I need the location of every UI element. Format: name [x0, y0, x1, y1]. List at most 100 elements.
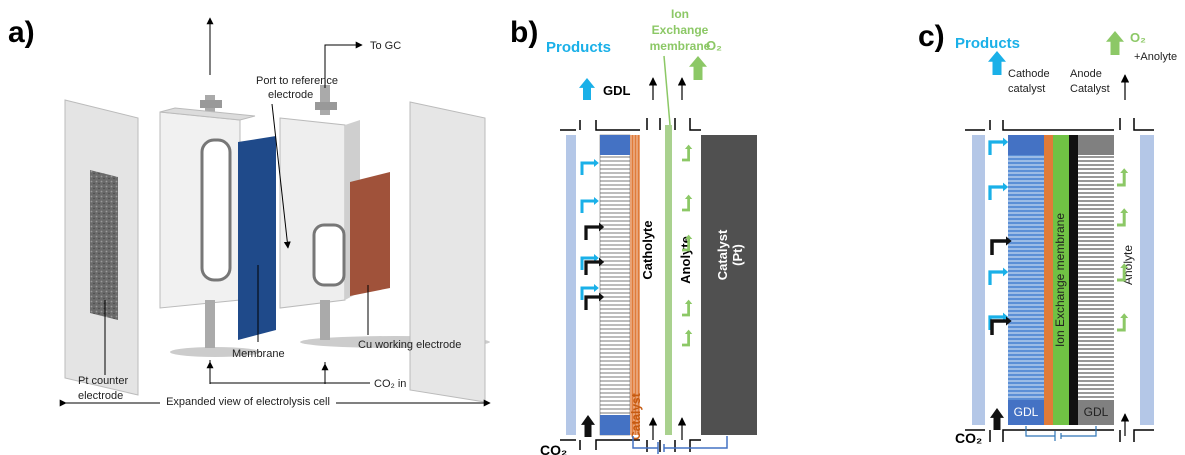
flow-arrow [579, 78, 595, 100]
anolyte-label: Anolyte [678, 236, 693, 284]
flow-arrow [988, 51, 1006, 75]
channel-top [560, 118, 701, 130]
panel-c: c) Products O₂ +Anolyte Cathode catalyst… [918, 20, 1177, 446]
membrane [665, 125, 672, 435]
rod [205, 300, 215, 348]
gdl [600, 135, 630, 435]
channel-top [965, 118, 1154, 130]
flow-arrow-head [594, 284, 599, 292]
flow-arrow-head [594, 159, 599, 167]
membrane [238, 136, 276, 340]
flow-arrow [990, 272, 1003, 285]
wall [1140, 135, 1154, 425]
cu-label: Cu working electrode [358, 339, 461, 351]
anode-catalyst-label: Catalyst [1070, 83, 1110, 95]
battery [658, 442, 664, 454]
gdl-cap [600, 135, 630, 155]
cathode-catalyst-label: Cathode [1008, 68, 1050, 80]
rod [320, 85, 330, 115]
o2-label: O₂ [1130, 30, 1146, 45]
gdl-cap [1078, 135, 1114, 155]
panel-label: c) [918, 20, 945, 53]
cu-electrode [350, 172, 390, 296]
channel-bottom [965, 430, 1154, 442]
flow-arrow [586, 227, 599, 240]
catholyte-label: Catholyte [640, 220, 655, 279]
flow-arrow [582, 163, 594, 175]
flow-arrow [1117, 213, 1124, 225]
cathode-catalyst-label: catalyst [1008, 83, 1045, 95]
pt-catalyst [701, 135, 757, 435]
membrane-label: Ion [671, 7, 689, 21]
caption: Expanded view of electrolysis cell [166, 396, 330, 408]
products-label: Products [955, 35, 1020, 52]
membrane-label: Exchange [652, 23, 709, 37]
wall [566, 135, 576, 435]
rod-nut [315, 102, 337, 110]
cathode-gdl [1008, 135, 1044, 425]
flow-arrow-head [1120, 168, 1128, 173]
gdl-label: GDL [603, 83, 631, 98]
cell-window [314, 225, 344, 285]
anode-catalyst-label: Anode [1070, 68, 1102, 80]
to-gc-label: To GC [370, 40, 401, 52]
co2-label: CO₂ [540, 442, 567, 455]
flow-arrow [990, 408, 1004, 430]
products-label: Products [546, 39, 611, 56]
flow-arrow [682, 149, 689, 160]
channel-bottom [560, 440, 701, 452]
flow-arrow [582, 201, 594, 213]
pt-label: electrode [78, 390, 123, 402]
membrane-label: membrane [650, 39, 711, 53]
flow-arrow-head [1003, 268, 1008, 277]
flow-arrow-head [1120, 208, 1128, 213]
gdl-label: GDL [1014, 405, 1039, 419]
flow-arrow [682, 304, 689, 315]
membrane-label: Membrane [232, 348, 285, 360]
gdl-label: GDL [1084, 405, 1109, 419]
membrane-label: Ion Exchange membrane [1053, 213, 1067, 347]
flow-arrow-head [685, 195, 692, 199]
flow-arrow [1106, 31, 1124, 55]
panel-a: a) To GC Port to reference electrode Pt … [8, 16, 490, 408]
rod-nut [200, 100, 222, 108]
o2-label: O₂ [706, 38, 722, 53]
co2-in-line [210, 360, 370, 383]
flow-arrow [689, 56, 707, 80]
anode-catalyst [1069, 135, 1078, 425]
flow-arrow-head [1003, 183, 1008, 192]
catalyst-label: Catalyst [629, 393, 643, 440]
anode-gdl [1078, 135, 1114, 425]
flow-arrow [682, 199, 689, 210]
flow-arrow-head [685, 330, 692, 334]
flow-arrow [586, 297, 599, 310]
flow-arrow [682, 334, 689, 345]
flow-arrow [1117, 173, 1124, 185]
battery [1055, 431, 1061, 441]
cell-window [202, 140, 230, 280]
flow-arrow [582, 258, 594, 270]
pt-electrode [90, 170, 118, 320]
flow-arrow-head [685, 300, 692, 304]
flow-arrow [992, 241, 1006, 255]
membrane-pointer [664, 56, 670, 125]
flow-arrow-head [1003, 138, 1008, 147]
flow-arrow-head [594, 197, 599, 205]
port-label: Port to reference [256, 75, 338, 87]
figure: a) To GC Port to reference electrode Pt … [0, 0, 1185, 455]
gdl-cap [1008, 135, 1044, 155]
flow-arrow-head [685, 145, 692, 149]
pt-catalyst-label: (Pt) [730, 244, 745, 266]
cathode-catalyst [1044, 135, 1053, 425]
catalyst-layer [630, 135, 640, 435]
end-plate [410, 102, 485, 402]
co2-in-label: CO₂ in [374, 378, 406, 390]
co2-label: CO₂ [955, 430, 982, 446]
pt-catalyst-label: Catalyst [715, 229, 730, 280]
port-label: electrode [268, 89, 313, 101]
rod [320, 300, 330, 340]
flow-arrow [586, 262, 599, 275]
pt-label: Pt counter [78, 375, 128, 387]
panel-label: a) [8, 16, 35, 49]
flow-arrow [1117, 318, 1124, 330]
